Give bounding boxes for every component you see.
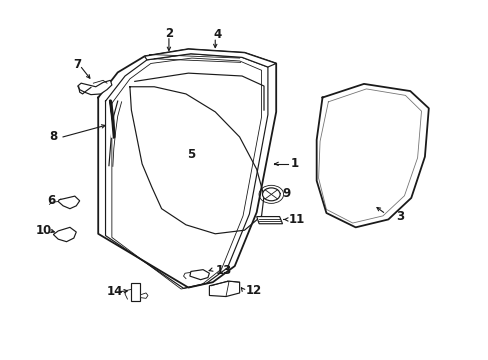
Text: 10: 10	[36, 224, 52, 238]
Text: 2: 2	[164, 27, 173, 40]
Polygon shape	[144, 49, 276, 67]
Text: 12: 12	[245, 284, 261, 297]
Text: 4: 4	[213, 28, 222, 41]
Text: 7: 7	[73, 58, 81, 71]
Text: 11: 11	[288, 213, 304, 226]
Text: 5: 5	[186, 148, 195, 161]
Text: 14: 14	[107, 285, 123, 298]
Text: 3: 3	[396, 210, 404, 223]
Text: 1: 1	[290, 157, 298, 170]
Polygon shape	[53, 227, 76, 242]
Polygon shape	[256, 217, 282, 224]
Polygon shape	[209, 281, 239, 297]
Polygon shape	[78, 80, 112, 95]
Text: 13: 13	[215, 264, 231, 277]
Polygon shape	[141, 293, 148, 298]
Circle shape	[262, 188, 280, 201]
Text: 6: 6	[47, 194, 55, 207]
Polygon shape	[58, 196, 80, 209]
Text: 8: 8	[49, 130, 58, 144]
Polygon shape	[189, 270, 209, 280]
Polygon shape	[131, 283, 140, 301]
Text: 9: 9	[282, 187, 290, 200]
